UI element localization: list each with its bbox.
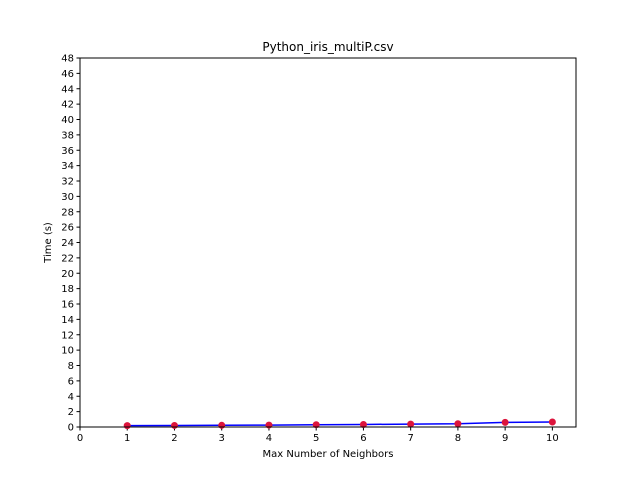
y-tick-label: 8 — [68, 361, 74, 372]
y-tick-label: 24 — [61, 238, 74, 249]
x-tick-label: 9 — [502, 433, 508, 444]
data-point — [548, 418, 556, 426]
x-tick-label: 4 — [266, 433, 272, 444]
y-tick-label: 22 — [61, 253, 74, 264]
y-tick-label: 28 — [61, 207, 74, 218]
series-layer — [123, 418, 556, 430]
y-tick-label: 44 — [61, 84, 74, 95]
x-tick-label: 3 — [219, 433, 225, 444]
y-tick-label: 46 — [61, 69, 74, 80]
y-tick-label: 14 — [61, 315, 74, 326]
y-tick-label: 38 — [61, 130, 74, 141]
x-tick-label: 0 — [77, 433, 83, 444]
x-tick-label: 1 — [124, 433, 130, 444]
y-tick-label: 32 — [61, 177, 74, 188]
data-point — [454, 420, 462, 428]
x-tick-label: 7 — [407, 433, 413, 444]
data-point — [501, 418, 509, 426]
y-tick-label: 36 — [61, 146, 74, 157]
series-line — [127, 421, 553, 427]
y-tick-label: 10 — [61, 346, 74, 357]
y-tick-label: 6 — [68, 376, 74, 387]
x-tick-label: 5 — [313, 433, 319, 444]
data-point — [218, 421, 226, 429]
y-axis-ticks: 0246810121416182022242628303234363840424… — [61, 54, 80, 434]
y-tick-label: 20 — [61, 269, 74, 280]
x-tick-label: 2 — [171, 433, 177, 444]
y-tick-label: 48 — [61, 54, 74, 65]
y-tick-label: 4 — [68, 392, 74, 403]
y-tick-label: 42 — [61, 100, 74, 111]
y-tick-label: 40 — [61, 115, 74, 126]
data-point — [407, 420, 415, 428]
y-axis-title: Time (s) — [43, 222, 54, 264]
x-tick-label: 10 — [546, 433, 559, 444]
y-tick-label: 18 — [61, 284, 74, 295]
y-tick-label: 30 — [61, 192, 74, 203]
plot-frame — [79, 57, 577, 428]
x-axis-title: Max Number of Neighbors — [263, 449, 394, 460]
x-tick-label: 6 — [360, 433, 366, 444]
data-point — [265, 421, 273, 429]
y-tick-label: 2 — [68, 407, 74, 418]
x-axis-ticks: 0 1 2 3 4 5 6 7 8 9 10 — [77, 427, 559, 444]
chart-title: Python_iris_multiP.csv — [262, 40, 393, 54]
y-tick-label: 34 — [61, 161, 74, 172]
data-point — [123, 422, 131, 430]
data-point — [312, 421, 320, 429]
y-tick-label: 26 — [61, 223, 74, 234]
y-tick-label: 12 — [61, 330, 74, 341]
data-point — [359, 420, 367, 428]
x-tick-label: 8 — [455, 433, 461, 444]
y-tick-label: 0 — [68, 423, 74, 434]
data-point — [170, 421, 178, 429]
y-tick-label: 16 — [61, 300, 74, 311]
